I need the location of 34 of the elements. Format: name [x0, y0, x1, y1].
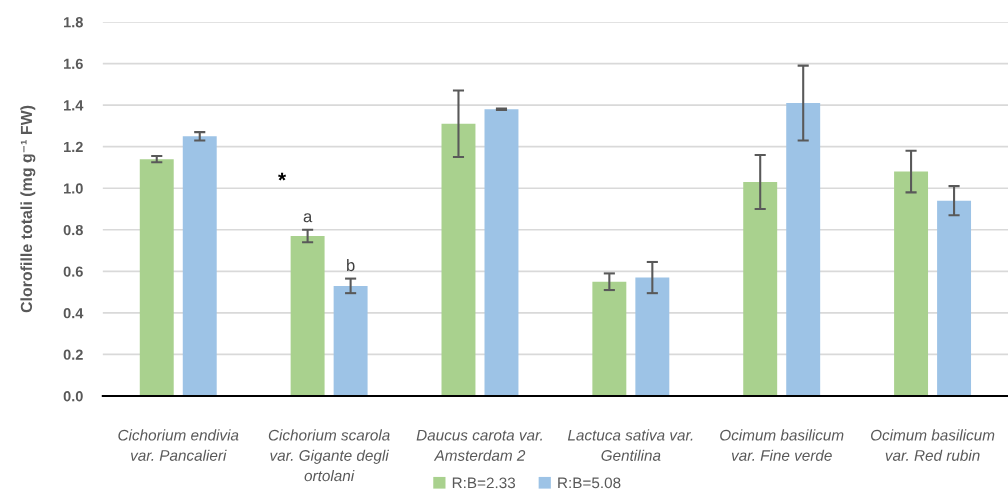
y-tick-label: 0.6 — [63, 266, 83, 277]
y-tick-label: 0.4 — [63, 307, 84, 319]
bar — [290, 236, 325, 396]
x-tick-label: Ocimum basilicum var. Fine verde — [720, 429, 844, 461]
bar — [182, 136, 217, 396]
x-tick-label: Cichorium endivia var. Pancalieri — [118, 429, 239, 461]
y-tick-label: 1.6 — [64, 58, 83, 69]
x-tick-label: Ocimum basilicum var. Red rubin — [871, 429, 995, 461]
y-tick-label: 1.8 — [64, 17, 83, 28]
legend-label: R:B=5.08 — [558, 477, 621, 489]
bar — [139, 159, 174, 396]
bar — [635, 277, 670, 396]
data-label: a — [303, 213, 313, 223]
bar — [484, 109, 519, 396]
x-tick-label: Lactuca sativa var. Gentilina — [567, 429, 693, 461]
annotation: * — [278, 172, 287, 181]
x-tick-label: Daucus carota var. Amsterdam 2 — [416, 429, 542, 461]
y-tick-label: 1.2 — [64, 141, 83, 152]
bar — [894, 171, 929, 396]
bar — [786, 103, 821, 396]
bar — [743, 181, 778, 396]
bar — [333, 285, 368, 396]
y-tick-label: 0.2 — [63, 349, 83, 360]
legend-label: R:B=2.33 — [452, 477, 516, 489]
x-tick-label: Cichorium scarola var. Gigante degli ortolani — [268, 429, 390, 482]
data-label: b — [347, 258, 355, 272]
y-tick-label: 0.8 — [63, 224, 83, 236]
bar — [937, 200, 972, 396]
y-tick-label: 1.0 — [64, 183, 83, 194]
y-tick-label: 1.4 — [64, 100, 84, 111]
y-axis-title: Clorofille totali (mg g⁻¹ FW) — [20, 105, 36, 313]
y-tick-label: 0.0 — [63, 391, 83, 402]
bar — [592, 281, 627, 396]
bar — [441, 123, 476, 396]
